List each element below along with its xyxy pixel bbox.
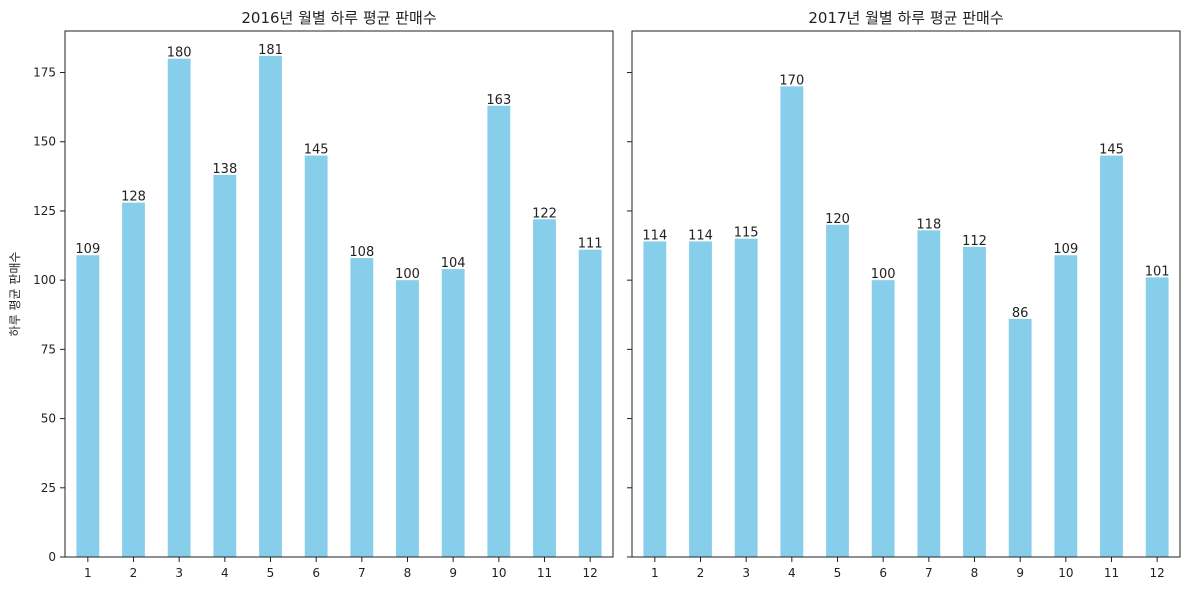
data-label: 180 xyxy=(167,46,192,61)
bar xyxy=(76,255,100,558)
bar xyxy=(826,224,849,558)
x-tick-label: 3 xyxy=(175,566,183,580)
bar xyxy=(689,241,712,557)
x-tick-label: 9 xyxy=(449,566,457,580)
data-label: 109 xyxy=(75,242,100,257)
data-label: 181 xyxy=(258,43,283,58)
x-tick-label: 8 xyxy=(971,566,979,580)
data-label: 114 xyxy=(688,228,713,243)
y-tick-label: 25 xyxy=(41,481,56,495)
bar xyxy=(396,280,419,557)
bar xyxy=(167,58,191,558)
x-tick-label: 1 xyxy=(84,566,92,580)
data-label: 115 xyxy=(734,226,759,241)
x-tick-label: 12 xyxy=(583,566,598,580)
bar xyxy=(871,280,895,557)
data-label: 138 xyxy=(212,162,237,177)
bar xyxy=(213,174,237,557)
bar xyxy=(643,241,667,557)
data-label: 108 xyxy=(349,245,374,260)
bar xyxy=(963,246,986,557)
chart-panel-2: 114 1 114 2 115 3 170 4 120 5 100 6 118 7 112 8 86 9 109 10… xyxy=(627,9,1181,580)
y-tick-label: 75 xyxy=(41,342,56,356)
data-label: 100 xyxy=(395,267,420,282)
data-label: 118 xyxy=(916,217,941,232)
x-tick-label: 7 xyxy=(358,566,366,580)
chart-title: 2017년 월별 하루 평균 판매수 xyxy=(808,9,1003,27)
bar xyxy=(1008,318,1032,557)
y-axis-label: 하루 평균 판매수 xyxy=(8,252,22,337)
y-tick-label: 125 xyxy=(33,204,56,218)
data-label: 128 xyxy=(121,190,146,205)
x-tick-label: 4 xyxy=(221,566,229,580)
x-tick-label: 5 xyxy=(267,566,275,580)
x-tick-label: 11 xyxy=(537,566,552,580)
y-tick-label: 150 xyxy=(33,135,56,149)
x-tick-label: 4 xyxy=(788,566,796,580)
x-tick-label: 10 xyxy=(1058,566,1073,580)
data-label: 122 xyxy=(532,206,557,221)
data-label: 120 xyxy=(825,212,850,227)
bar xyxy=(1054,255,1078,558)
bar xyxy=(122,202,145,557)
data-label: 111 xyxy=(578,237,603,252)
bar xyxy=(487,105,511,557)
data-label: 170 xyxy=(779,73,804,88)
data-label: 104 xyxy=(441,256,466,271)
bar xyxy=(578,249,602,557)
bar xyxy=(780,86,804,558)
bar xyxy=(533,219,556,557)
chart-title: 2016년 월별 하루 평균 판매수 xyxy=(241,9,436,27)
data-label: 101 xyxy=(1145,264,1170,279)
x-tick-label: 3 xyxy=(742,566,750,580)
data-label: 112 xyxy=(962,234,987,249)
x-tick-label: 6 xyxy=(879,566,887,580)
axes-frame xyxy=(631,30,1181,558)
data-label: 163 xyxy=(486,93,511,108)
x-tick-label: 9 xyxy=(1016,566,1024,580)
y-tick-label: 100 xyxy=(33,273,56,287)
bar xyxy=(917,230,941,557)
x-tick-label: 5 xyxy=(834,566,842,580)
bar xyxy=(441,269,465,557)
bar xyxy=(350,258,374,557)
data-label: 100 xyxy=(871,267,896,282)
axes-frame xyxy=(64,30,614,558)
y-tick-label: 175 xyxy=(33,66,56,80)
data-label: 114 xyxy=(642,228,667,243)
data-label: 109 xyxy=(1053,242,1078,257)
x-tick-label: 12 xyxy=(1150,566,1165,580)
x-tick-label: 11 xyxy=(1104,566,1119,580)
x-tick-label: 1 xyxy=(651,566,659,580)
x-tick-label: 10 xyxy=(491,566,506,580)
bar xyxy=(734,238,758,557)
bar xyxy=(1100,155,1123,557)
bar xyxy=(1145,277,1169,557)
bar xyxy=(259,55,282,558)
x-tick-label: 6 xyxy=(312,566,320,580)
chart-panel-1: 1091128218031384181514561087100810491631… xyxy=(8,9,614,580)
x-tick-label: 8 xyxy=(404,566,412,580)
data-label: 145 xyxy=(304,143,329,158)
data-label: 86 xyxy=(1012,306,1029,321)
x-tick-label: 7 xyxy=(925,566,933,580)
y-tick-label: 50 xyxy=(41,412,56,426)
x-tick-label: 2 xyxy=(697,566,705,580)
y-tick-label: 0 xyxy=(48,550,56,564)
x-tick-label: 2 xyxy=(130,566,138,580)
data-label: 145 xyxy=(1099,143,1124,158)
bar xyxy=(304,155,328,557)
